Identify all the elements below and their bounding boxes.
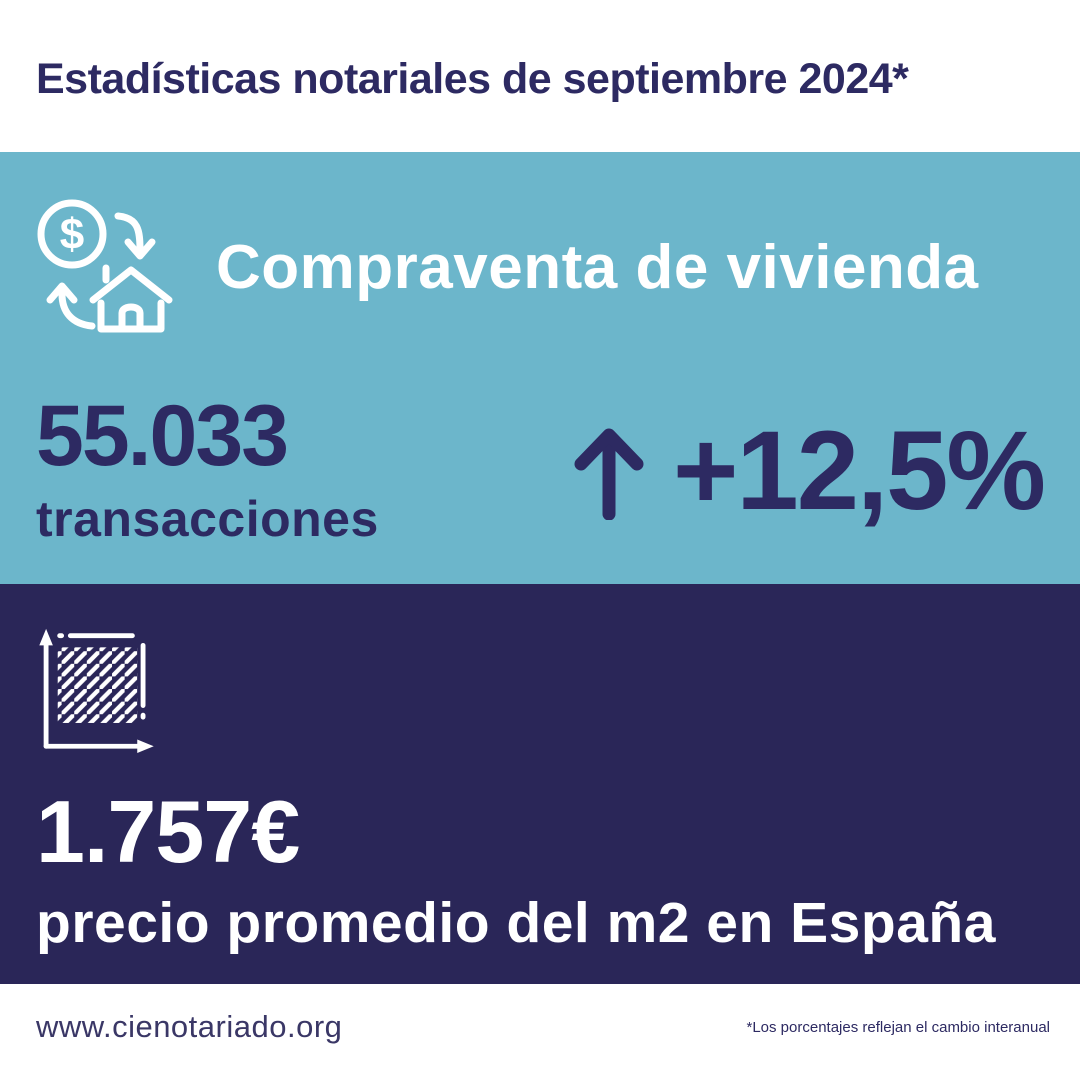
housing-section-head: $ Compraventa de vivienda [36, 196, 1044, 338]
page-title: Estadísticas notariales de septiembre 20… [36, 54, 909, 103]
transactions-stat: 55.033 transacciones [36, 388, 379, 548]
money-house-exchange-icon: $ [36, 196, 186, 338]
website-link: www.cienotariado.org [36, 1009, 343, 1044]
price-label: precio promedio del m2 en España [36, 890, 996, 955]
svg-text:$: $ [60, 210, 84, 259]
header-band: Estadísticas notariales de septiembre 20… [0, 0, 1080, 152]
housing-section-title: Compraventa de vivienda [216, 232, 979, 302]
price-value: 1.757€ [36, 782, 300, 881]
transactions-label: transacciones [36, 490, 379, 547]
change-percentage: +12,5% [673, 408, 1046, 534]
housing-section: $ Compraventa de vivienda 55.033 transac… [0, 152, 1080, 584]
area-square-meter-icon [36, 626, 158, 754]
housing-stats-row: 55.033 transacciones +12,5% [36, 388, 1046, 548]
price-section: 1.757€ precio promedio del m2 en España [0, 584, 1080, 984]
transactions-value: 55.033 [36, 388, 289, 484]
yearly-change: +12,5% [571, 408, 1046, 534]
disclaimer-note: *Los porcentajes reflejan el cambio inte… [746, 1018, 1050, 1036]
arrow-up-icon [571, 424, 647, 520]
footer-band: www.cienotariado.org *Los porcentajes re… [0, 984, 1080, 1080]
